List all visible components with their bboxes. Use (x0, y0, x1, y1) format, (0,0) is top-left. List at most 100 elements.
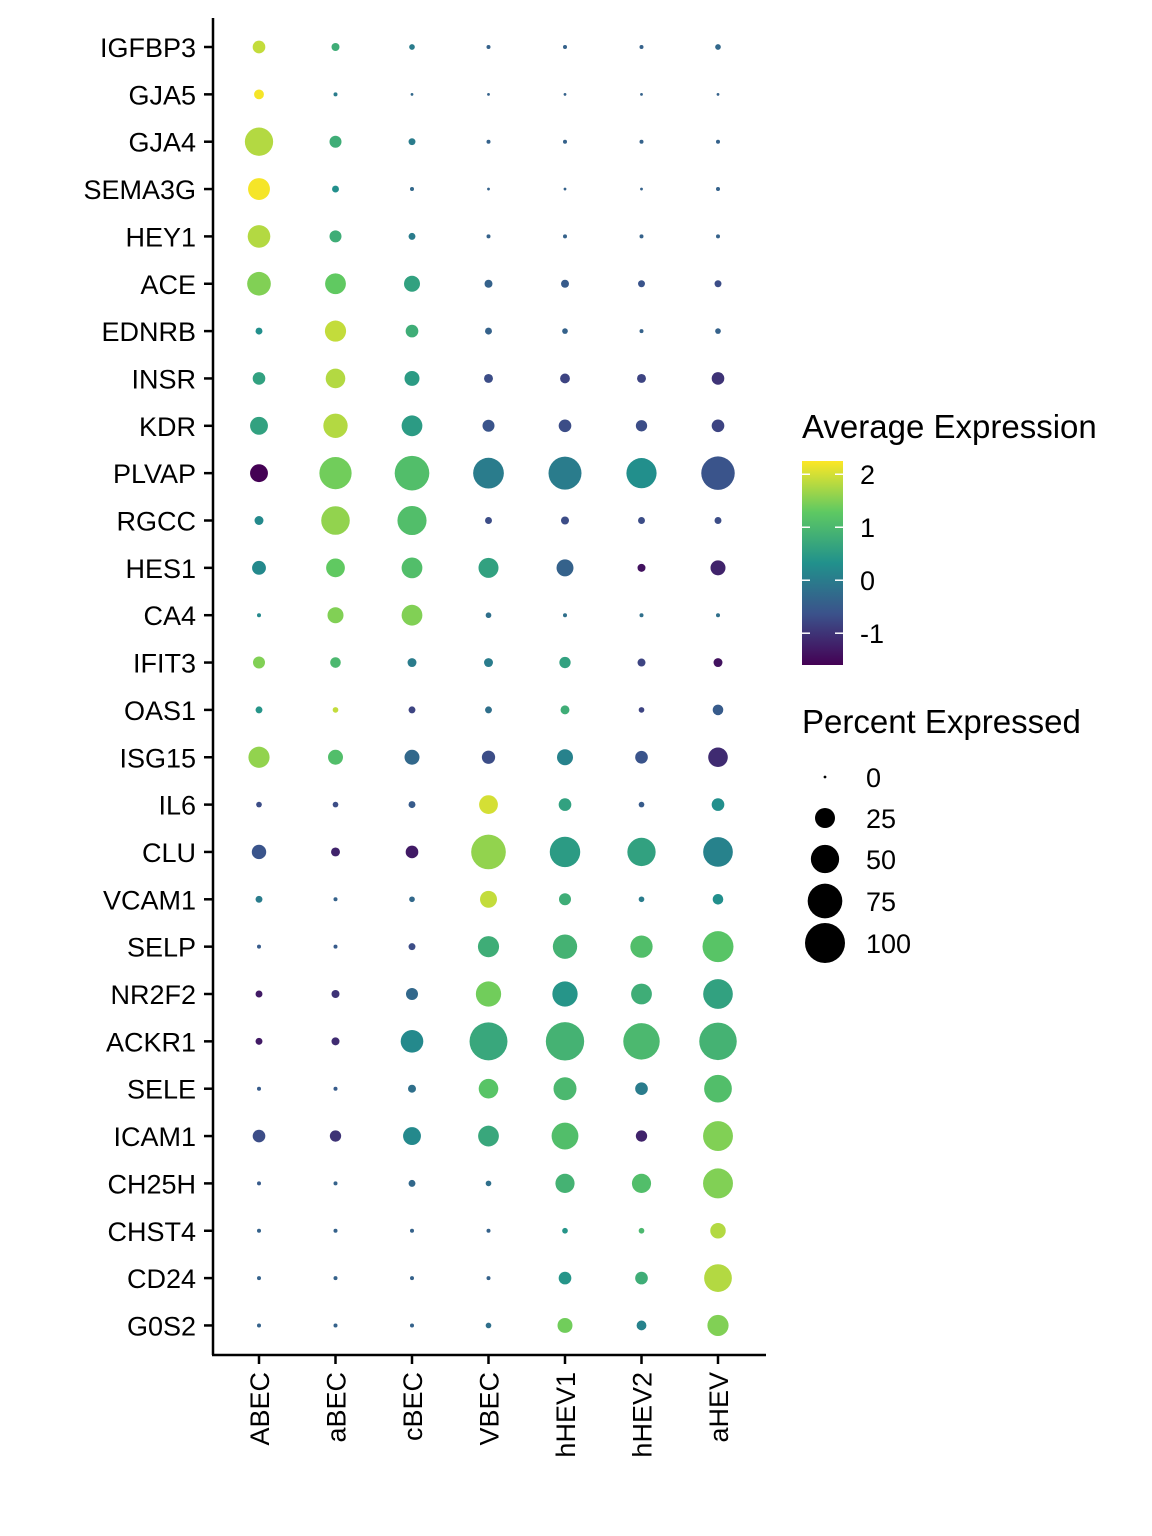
dot-RGCC-hHEV2 (638, 517, 645, 524)
dot-ISG15-ABEC (248, 746, 270, 768)
dot-CH25H-hHEV1 (555, 1173, 575, 1193)
dot-HEY1-aBEC (329, 230, 342, 243)
dot-CA4-cBEC (401, 604, 423, 626)
y-tick-label: G0S2 (127, 1311, 196, 1341)
dot-CLU-hHEV2 (627, 837, 656, 867)
dot-EDNRB-aHEV (715, 328, 721, 334)
dot-ACKR1-aBEC (331, 1037, 340, 1046)
dot-SEMA3G-hHEV1 (563, 187, 567, 191)
size-legend: Percent Expressed 0 25 50 75 100 (802, 703, 1081, 963)
x-tick-label: VBEC (475, 1372, 505, 1446)
y-tick-label: CLU (142, 838, 196, 868)
y-tick-label: CHST4 (107, 1217, 196, 1247)
dot-CHST4-ABEC (257, 1228, 261, 1233)
dot-ICAM1-VBEC (478, 1125, 499, 1147)
dot-SEMA3G-hHEV2 (640, 187, 643, 191)
dot-KDR-cBEC (401, 415, 423, 437)
dot-HEY1-hHEV1 (563, 234, 567, 239)
colorbar-label: 2 (860, 460, 875, 490)
y-tick-label: SELP (127, 933, 196, 963)
size-legend-items: 0 25 50 75 100 (805, 763, 911, 963)
dot-ACE-hHEV2 (638, 280, 645, 288)
dot-EDNRB-cBEC (405, 324, 419, 338)
x-tick-label: hHEV2 (628, 1372, 658, 1458)
color-legend: Average Expression 2 1 0 -1 (802, 408, 1097, 665)
dot-CHST4-hHEV2 (638, 1227, 645, 1234)
dot-ISG15-hHEV1 (557, 749, 573, 766)
dot-IL6-hHEV2 (638, 801, 645, 808)
dot-ISG15-cBEC (404, 749, 420, 765)
color-legend-title: Average Expression (802, 408, 1097, 445)
y-tick-label: EDNRB (101, 317, 196, 347)
size-legend-label: 50 (866, 845, 896, 875)
dot-G0S2-cBEC (410, 1323, 414, 1328)
dot-VCAM1-aHEV (712, 894, 724, 905)
dot-HEY1-cBEC (408, 232, 416, 240)
dot-SELE-aHEV (704, 1074, 732, 1103)
dot-IL6-aHEV (711, 798, 725, 811)
y-tick-label: OAS1 (124, 696, 196, 726)
x-axis-ticks: ABEC aBEC cBEC VBEC hHEV1 hHEV2 aHEV (245, 1355, 734, 1458)
dot-ICAM1-cBEC (403, 1127, 421, 1145)
dot-GJA5-hHEV2 (640, 92, 643, 96)
dot-IFIT3-cBEC (407, 658, 417, 668)
dot-VCAM1-cBEC (409, 896, 415, 903)
dot-GJA4-cBEC (408, 138, 416, 146)
x-tick-label: hHEV1 (551, 1372, 581, 1458)
dot-RGCC-hHEV1 (561, 516, 569, 525)
y-tick-label: ICAM1 (113, 1122, 196, 1152)
dot-RGCC-ABEC (254, 516, 264, 525)
dot-OAS1-aBEC (332, 707, 339, 713)
dot-HEY1-aHEV (716, 234, 720, 239)
dot-CHST4-cBEC (410, 1228, 414, 1233)
dot-IFIT3-ABEC (253, 656, 265, 669)
dot-CH25H-cBEC (408, 1179, 416, 1187)
y-tick-label: CH25H (107, 1169, 196, 1199)
dot-PLVAP-cBEC (394, 455, 430, 491)
dot-OAS1-ABEC (255, 706, 263, 714)
dot-GJA5-hHEV1 (563, 92, 567, 96)
dot-OAS1-cBEC (408, 706, 416, 714)
dot-HES1-hHEV1 (556, 559, 574, 577)
dot-GJA5-VBEC (487, 92, 490, 96)
dot-NR2F2-aBEC (331, 990, 340, 998)
dot-HEY1-hHEV2 (639, 234, 644, 239)
dot-GJA4-aBEC (329, 135, 342, 148)
dot-KDR-aHEV (711, 419, 725, 433)
dot-CHST4-aHEV (710, 1223, 726, 1239)
dot-KDR-hHEV2 (635, 420, 648, 432)
dot-ACKR1-cBEC (400, 1030, 424, 1053)
dot-CH25H-ABEC (257, 1181, 261, 1186)
y-tick-label: RGCC (117, 507, 197, 537)
dot-INSR-VBEC (484, 373, 493, 383)
dot-CHST4-aBEC (333, 1228, 338, 1233)
dot-ACE-ABEC (247, 271, 271, 296)
dot-ACKR1-aHEV (699, 1022, 737, 1061)
dot-CD24-hHEV1 (558, 1271, 572, 1285)
size-legend-dot (810, 844, 840, 874)
y-tick-label: CD24 (127, 1264, 196, 1294)
dot-IFIT3-aHEV (713, 658, 723, 668)
dot-HES1-hHEV2 (637, 563, 646, 572)
dot-PLVAP-aBEC (319, 457, 352, 490)
dot-SELP-hHEV1 (552, 934, 578, 959)
dot-NR2F2-ABEC (255, 990, 263, 998)
x-tick-label: aBEC (322, 1372, 352, 1443)
y-tick-label: ISG15 (119, 743, 196, 773)
dot-INSR-aHEV (711, 372, 725, 385)
dot-OAS1-VBEC (485, 706, 492, 714)
dot-CH25H-aBEC (333, 1181, 338, 1186)
y-tick-label: VCAM1 (103, 885, 196, 915)
dot-PLVAP-hHEV2 (626, 458, 657, 489)
dot-G0S2-ABEC (257, 1323, 261, 1328)
dot-HES1-cBEC (401, 557, 423, 579)
dot-CLU-hHEV1 (549, 836, 581, 868)
y-tick-label: CA4 (143, 601, 196, 631)
dot-HEY1-VBEC (486, 234, 491, 239)
y-tick-label: IL6 (158, 791, 196, 821)
y-tick-label: IGFBP3 (100, 33, 196, 63)
dot-OAS1-aHEV (712, 704, 724, 716)
colorbar-label: 0 (860, 566, 875, 596)
dot-KDR-VBEC (482, 419, 495, 432)
dot-IGFBP3-hHEV2 (639, 45, 644, 49)
